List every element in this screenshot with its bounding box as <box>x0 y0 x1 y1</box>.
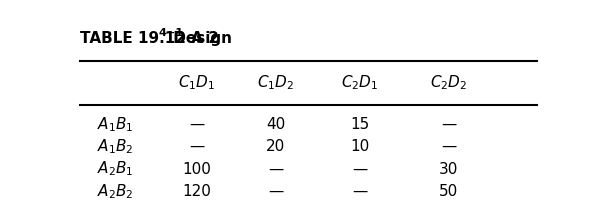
Text: 4−1: 4−1 <box>158 28 183 38</box>
Text: Design: Design <box>167 31 232 46</box>
Text: $\mathit{A_1B_2}$: $\mathit{A_1B_2}$ <box>96 137 133 156</box>
Text: $\mathit{C_2D_1}$: $\mathit{C_2D_1}$ <box>341 74 379 92</box>
Text: $\mathit{A_2B_2}$: $\mathit{A_2B_2}$ <box>96 182 133 201</box>
Text: $\mathit{C_1D_2}$: $\mathit{C_1D_2}$ <box>257 74 294 92</box>
Text: —: — <box>268 184 284 199</box>
Text: —: — <box>352 184 367 199</box>
Text: 50: 50 <box>439 184 458 199</box>
Text: —: — <box>189 139 204 154</box>
Text: 30: 30 <box>439 161 458 177</box>
Text: 20: 20 <box>266 139 285 154</box>
Text: $\mathit{C_2D_2}$: $\mathit{C_2D_2}$ <box>430 74 467 92</box>
Text: —: — <box>441 139 456 154</box>
Text: $\mathit{A_2B_1}$: $\mathit{A_2B_1}$ <box>96 160 133 178</box>
Text: —: — <box>268 161 284 177</box>
Text: TABLE 19.12 A 2: TABLE 19.12 A 2 <box>80 31 219 46</box>
Text: —: — <box>189 117 204 132</box>
Text: $\mathit{A_1B_1}$: $\mathit{A_1B_1}$ <box>96 115 133 134</box>
Text: 10: 10 <box>350 139 370 154</box>
Text: 100: 100 <box>182 161 211 177</box>
Text: —: — <box>441 117 456 132</box>
Text: 15: 15 <box>350 117 370 132</box>
Text: —: — <box>352 161 367 177</box>
Text: $\mathit{C_1D_1}$: $\mathit{C_1D_1}$ <box>178 74 216 92</box>
Text: 120: 120 <box>182 184 211 199</box>
Text: 40: 40 <box>266 117 285 132</box>
